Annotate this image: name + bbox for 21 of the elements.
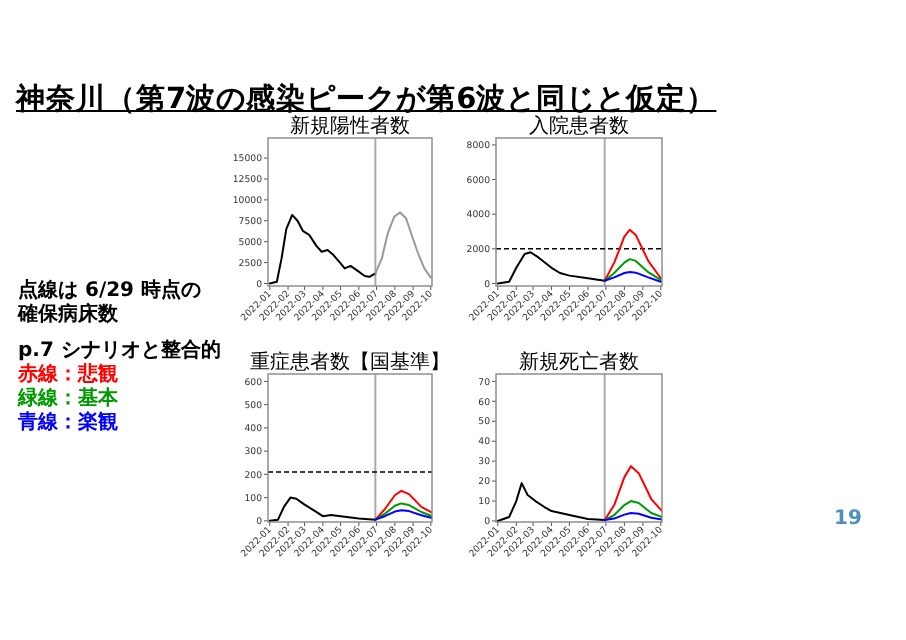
text: 赤線：悲観 [18, 364, 120, 387]
line-series [268, 496, 377, 522]
text: 点線は 6/29 時点の確保病床数 [18, 280, 202, 328]
line-series [603, 228, 662, 282]
line-series [603, 258, 662, 282]
line-series [374, 211, 432, 279]
text: p.7 シナリオと整合的 [18, 340, 223, 363]
chart-title: 新規死亡者数 [519, 350, 639, 374]
chart-title: 新規陽性者数 [290, 114, 410, 138]
line-series [603, 465, 662, 521]
line-series [268, 213, 377, 285]
chart-title: 入院患者数 [529, 114, 629, 138]
chart-title: 重症患者数【国基準】 [250, 350, 450, 374]
text: 19 [834, 508, 864, 532]
text: 神奈川（第7波の感染ピークが第6波と同じと仮定） [16, 81, 717, 116]
line-series [603, 500, 662, 521]
line-series [374, 502, 432, 521]
line-series [496, 482, 606, 522]
text: 緑線：基本 [18, 388, 120, 411]
line-series [374, 489, 432, 521]
text: 青線：楽観 [18, 412, 120, 436]
